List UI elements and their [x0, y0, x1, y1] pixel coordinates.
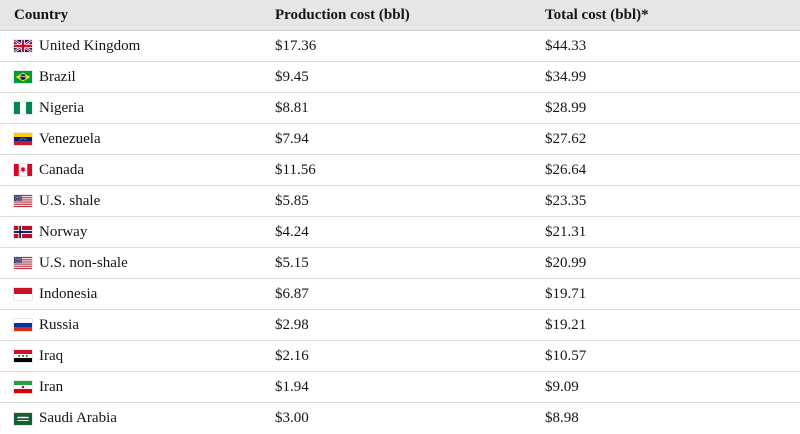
table-body: United Kingdom $17.36 $44.33 Brazil $9.4…	[0, 31, 800, 434]
table-row: Indonesia $6.87 $19.71	[0, 279, 800, 310]
table-row: U.S. non-shale $5.15 $20.99	[0, 248, 800, 279]
country-label: Saudi Arabia	[39, 410, 117, 426]
production-cost-cell: $9.45	[275, 68, 309, 85]
country-label: United Kingdom	[39, 37, 141, 54]
total-cost-cell: $23.35	[545, 192, 587, 209]
flag-nigeria-icon	[14, 102, 32, 114]
country-cell: Russia	[14, 316, 275, 333]
total-cost-cell: $20.99	[545, 254, 587, 271]
country-label: Nigeria	[39, 99, 84, 116]
flag-venezuela-icon	[14, 133, 32, 145]
production-cost-cell: $11.56	[275, 161, 316, 178]
total-cost-cell: $10.57	[545, 347, 587, 364]
column-header-total-cost: Total cost (bbl)*	[545, 6, 649, 23]
flag-norway-icon	[14, 226, 32, 238]
country-cell: Saudi Arabia	[14, 411, 275, 426]
table-row: Canada $11.56 $26.64	[0, 155, 800, 186]
production-cost-cell: $8.81	[275, 99, 309, 116]
country-cell: Iran	[14, 378, 275, 395]
country-cell: Nigeria	[14, 99, 275, 116]
table-row: Iraq $2.16 $10.57	[0, 341, 800, 372]
country-cell: Brazil	[14, 68, 275, 85]
country-label: Brazil	[39, 68, 76, 85]
flag-united-states-icon	[14, 195, 32, 207]
column-header-production-cost: Production cost (bbl)	[275, 6, 410, 23]
column-header-country: Country	[14, 6, 69, 23]
country-cell: Venezuela	[14, 130, 275, 147]
total-cost-cell: $44.33	[545, 37, 587, 54]
flag-russia-icon	[14, 319, 32, 331]
table-row: Iran $1.94 $9.09	[0, 372, 800, 403]
table-row: Norway $4.24 $21.31	[0, 217, 800, 248]
table-row: Nigeria $8.81 $28.99	[0, 93, 800, 124]
production-cost-cell: $1.94	[275, 378, 309, 395]
flag-brazil-icon	[14, 71, 32, 83]
country-cell: U.S. shale	[14, 192, 275, 209]
flag-iran-icon	[14, 381, 32, 393]
flag-canada-icon	[14, 164, 32, 176]
total-cost-cell: $34.99	[545, 68, 587, 85]
table-row: Russia $2.98 $19.21	[0, 310, 800, 341]
total-cost-cell: $27.62	[545, 130, 587, 147]
country-label: U.S. non-shale	[39, 254, 128, 271]
flag-saudi-arabia-icon	[14, 412, 32, 425]
total-cost-cell: $26.64	[545, 161, 587, 178]
table-row: Venezuela $7.94 $27.62	[0, 124, 800, 155]
table-row: Brazil $9.45 $34.99	[0, 62, 800, 93]
country-cell: Norway	[14, 223, 275, 240]
country-label: Iran	[39, 378, 64, 395]
flag-iraq-icon	[14, 350, 32, 362]
table-row: U.S. shale $5.85 $23.35	[0, 186, 800, 217]
country-label: U.S. shale	[39, 192, 101, 209]
table-row: United Kingdom $17.36 $44.33	[0, 31, 800, 62]
flag-united-states-icon	[14, 257, 32, 269]
total-cost-cell: $9.09	[545, 378, 579, 395]
country-label: Venezuela	[39, 130, 101, 147]
production-cost-cell: $17.36	[275, 37, 317, 54]
country-label: Russia	[39, 316, 80, 333]
production-cost-cell: $7.94	[275, 130, 309, 147]
total-cost-cell: $19.21	[545, 316, 587, 333]
total-cost-cell: $8.98	[545, 410, 579, 426]
country-label: Norway	[39, 223, 88, 240]
country-cell: Iraq	[14, 347, 275, 364]
total-cost-cell: $21.31	[545, 223, 587, 240]
country-cell: United Kingdom	[14, 37, 275, 54]
production-cost-cell: $5.85	[275, 192, 309, 209]
production-cost-cell: $4.24	[275, 223, 309, 240]
table-row: Saudi Arabia $3.00 $8.98	[0, 403, 800, 434]
production-cost-cell: $2.98	[275, 316, 309, 333]
country-cell: U.S. non-shale	[14, 254, 275, 271]
country-label: Canada	[39, 161, 84, 178]
total-cost-cell: $19.71	[545, 285, 587, 302]
country-cell: Indonesia	[14, 285, 275, 302]
production-cost-cell: $5.15	[275, 254, 309, 271]
production-cost-cell: $3.00	[275, 410, 309, 426]
production-cost-cell: $2.16	[275, 347, 309, 364]
country-label: Indonesia	[39, 285, 98, 302]
country-cell: Canada	[14, 161, 275, 178]
production-cost-cell: $6.87	[275, 285, 309, 302]
table-header-row: Country Production cost (bbl) Total cost…	[0, 0, 800, 31]
country-label: Iraq	[39, 347, 64, 364]
total-cost-cell: $28.99	[545, 99, 587, 116]
flag-indonesia-icon	[14, 288, 32, 300]
flag-united-kingdom-icon	[14, 40, 32, 52]
